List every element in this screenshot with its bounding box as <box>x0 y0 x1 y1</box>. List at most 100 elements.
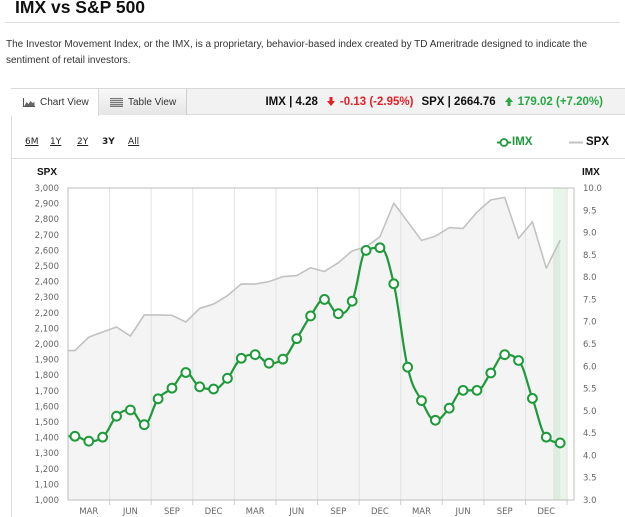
imx-point[interactable] <box>138 419 150 431</box>
imx-point[interactable] <box>429 414 441 426</box>
imx-point[interactable] <box>69 430 81 442</box>
panel-border <box>11 88 12 517</box>
imx-point[interactable] <box>263 357 275 369</box>
imx-point[interactable] <box>222 372 233 384</box>
y-right-tick-label: 9.0 <box>583 229 597 239</box>
arrow-down-icon <box>326 97 335 106</box>
range-3y[interactable]: 3Y <box>102 137 115 147</box>
view-tabs: Chart View Table View <box>11 88 625 116</box>
imx-quote: IMX | 4.28 <box>265 95 318 108</box>
imx-point[interactable] <box>152 393 164 405</box>
tab-table-view[interactable]: Table View <box>99 88 187 115</box>
imx-point[interactable] <box>346 295 358 307</box>
y-right-tick-label: 3.5 <box>583 474 597 484</box>
imx-point[interactable] <box>83 435 95 447</box>
y-right-tick-label: 8.0 <box>583 273 597 283</box>
y-right-tick-label: 5.0 <box>583 407 597 417</box>
imx-point[interactable] <box>111 410 122 422</box>
imx-point[interactable] <box>374 242 386 254</box>
y-left-tick-label: 1,100 <box>35 480 59 490</box>
imx-point[interactable] <box>360 245 372 256</box>
legend-spx-icon <box>569 141 583 144</box>
tab-chart-view[interactable]: Chart View <box>11 88 99 116</box>
area-chart-icon <box>23 98 35 107</box>
imx-point[interactable] <box>416 395 427 407</box>
y-right-tick-label: 7.0 <box>583 318 597 328</box>
imx-point[interactable] <box>277 353 289 365</box>
imx-point[interactable] <box>291 333 303 345</box>
imx-change: -0.13 (-2.95%) <box>339 95 414 108</box>
spx-change: 179.02 (+7.20%) <box>517 95 603 108</box>
y-left-tick-label: 2,300 <box>35 293 59 303</box>
tab-table-view-label: Table View <box>128 96 177 108</box>
spx-quote: SPX | 2664.76 <box>421 95 496 108</box>
range-6m[interactable]: 6M <box>25 137 39 147</box>
current-month-highlight <box>553 188 568 500</box>
y-left-tick-label: 2,500 <box>35 262 59 272</box>
imx-point[interactable] <box>485 367 497 379</box>
toolbar-divider <box>11 158 625 159</box>
x-tick-label: DEC <box>205 507 223 517</box>
x-tick-label: JUN <box>122 507 138 517</box>
legend-imx[interactable]: IMX <box>512 136 533 148</box>
y-left-tick-label: 2,100 <box>35 324 59 334</box>
range-all[interactable]: All <box>128 137 140 147</box>
y-left-tick-label: 2,600 <box>35 246 59 256</box>
y-right-axis-title: IMX <box>582 167 600 178</box>
y-right-tick-label: 8.5 <box>583 251 597 261</box>
y-right-tick-label: 6.0 <box>583 362 597 372</box>
imx-point[interactable] <box>527 392 538 404</box>
range-1y[interactable]: 1Y <box>50 137 62 147</box>
tab-chart-view-label: Chart View <box>40 97 89 108</box>
y-left-tick-label: 1,700 <box>35 387 59 397</box>
arrow-up-icon <box>504 97 513 106</box>
y-left-tick-label: 1,400 <box>35 434 59 444</box>
x-tick-label: DEC <box>537 507 555 517</box>
x-tick-label: JUN <box>455 507 471 517</box>
y-right-tick-label: 5.5 <box>583 385 597 395</box>
y-left-tick-label: 2,200 <box>35 309 59 319</box>
y-left-tick-label: 1,800 <box>35 371 59 381</box>
range-2y[interactable]: 2Y <box>77 137 89 147</box>
imx-point[interactable] <box>180 367 192 378</box>
imx-point[interactable] <box>194 381 206 393</box>
imx-point[interactable] <box>97 431 109 443</box>
imx-point[interactable] <box>471 384 483 396</box>
imx-point[interactable] <box>124 404 136 416</box>
table-lines-icon <box>110 97 123 107</box>
x-tick-label: MAR <box>246 507 265 517</box>
imx-point[interactable] <box>249 349 261 361</box>
quote-summary: IMX | 4.28 -0.13 (-2.95%) SPX | 2664.76 … <box>265 88 603 115</box>
imx-point[interactable] <box>166 382 178 394</box>
y-left-tick-label: 1,200 <box>35 465 59 475</box>
x-tick-label: DEC <box>371 507 389 517</box>
y-left-tick-label: 3,000 <box>35 184 59 194</box>
imx-point[interactable] <box>554 437 566 449</box>
imx-point[interactable] <box>319 294 330 305</box>
title-divider <box>5 22 620 23</box>
x-tick-label: SEP <box>330 507 346 517</box>
imx-point[interactable] <box>235 352 247 364</box>
imx-point[interactable] <box>208 383 219 395</box>
imx-point[interactable] <box>540 431 552 443</box>
x-tick-label: SEP <box>164 507 180 517</box>
y-right-tick-label: 4.5 <box>583 429 597 439</box>
x-tick-label: MAR <box>79 507 98 517</box>
y-right-tick-label: 4.0 <box>583 451 597 461</box>
y-left-tick-label: 1,000 <box>35 496 59 506</box>
imx-point[interactable] <box>332 308 344 320</box>
imx-point[interactable] <box>305 310 317 322</box>
imx-point[interactable] <box>457 384 469 396</box>
imx-point[interactable] <box>499 349 511 361</box>
y-right-tick-label: 6.5 <box>583 340 597 350</box>
imx-point[interactable] <box>443 402 455 414</box>
y-left-tick-label: 2,800 <box>35 215 59 225</box>
imx-point[interactable] <box>402 361 414 373</box>
spx-line <box>68 196 561 352</box>
imx-point[interactable] <box>513 355 524 366</box>
imx-point[interactable] <box>388 278 400 290</box>
legend-spx[interactable]: SPX <box>586 136 610 148</box>
y-left-tick-label: 1,500 <box>35 418 59 428</box>
legend-imx-icon <box>497 138 511 147</box>
